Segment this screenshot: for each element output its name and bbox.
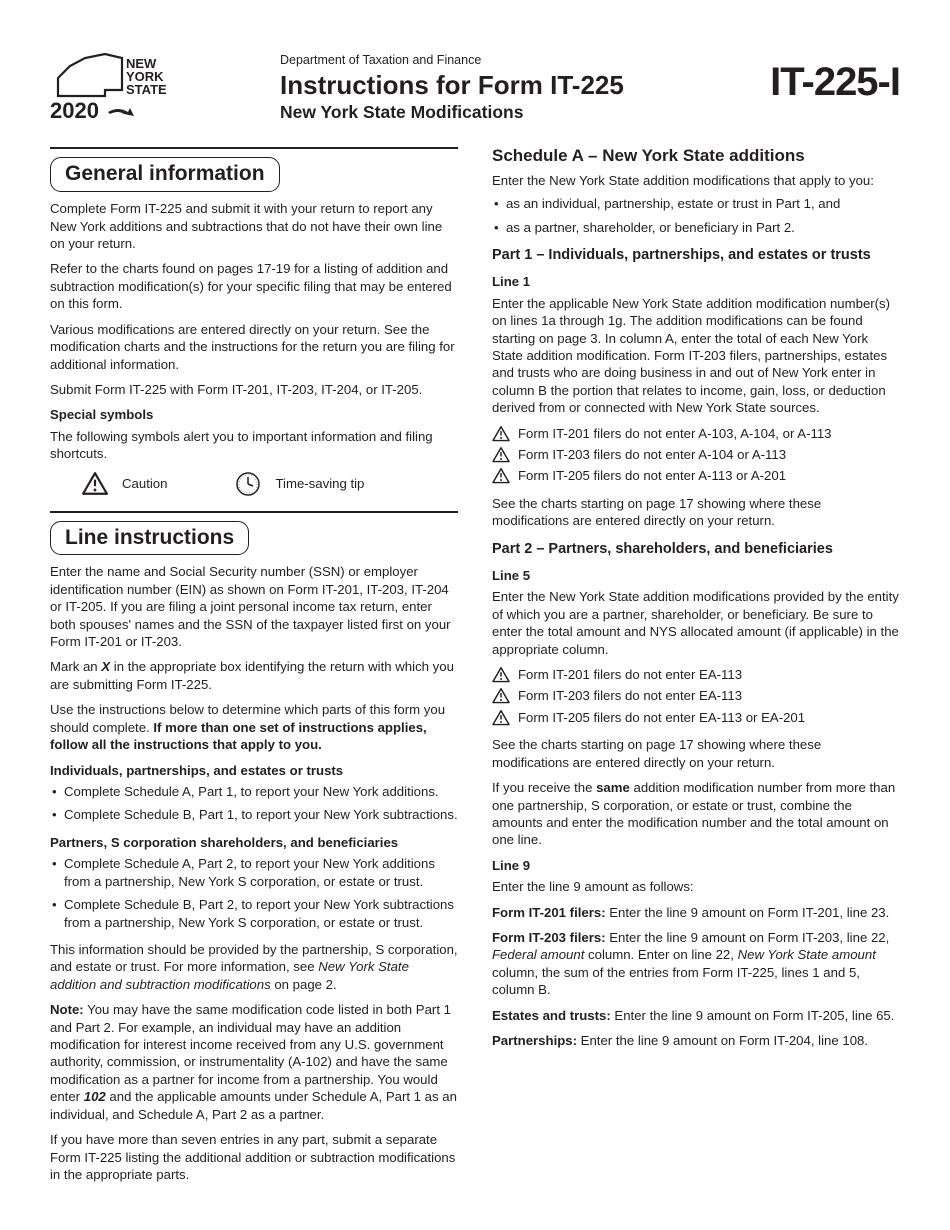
divider [50,511,458,513]
page-header: NEW YORK STATE 2020 Department of Taxati… [50,48,900,127]
body-text: Enter the applicable New York State addi… [492,295,900,417]
caution-icon [492,667,510,683]
list-item: Complete Schedule B, Part 2, to report y… [52,896,458,931]
caution-item: Form IT-201 filers do not enter A-103, A… [492,425,900,442]
symbol-legend: Caution Time-saving tip [82,471,458,497]
department-line: Department of Taxation and Finance [280,52,770,69]
svg-text:2020: 2020 [50,98,99,123]
bullet-list: as an individual, partnership, estate or… [492,195,900,236]
bullet-list: Complete Schedule A, Part 2, to report y… [50,855,458,931]
body-text: See the charts starting on page 17 showi… [492,495,900,530]
part-heading: Part 2 – Partners, shareholders, and ben… [492,540,900,559]
divider [50,147,458,149]
body-text: Enter the line 9 amount as follows: [492,878,900,895]
body-text: Enter the name and Social Security numbe… [50,563,458,650]
body-text: Mark an X in the appropriate box identif… [50,658,458,693]
caution-icon [492,710,510,726]
caution-text: Form IT-201 filers do not enter EA-113 [518,666,900,683]
body-text: This information should be provided by t… [50,941,458,993]
body-text: The following symbols alert you to impor… [50,428,458,463]
caution-item: Form IT-203 filers do not enter EA-113 [492,687,900,704]
list-item: as an individual, partnership, estate or… [494,195,900,212]
subheading: Individuals, partnerships, and estates o… [50,762,458,779]
symbol-label: Caution [122,475,167,492]
right-column: Schedule A – New York State additions En… [492,145,900,1191]
body-text: Estates and trusts: Enter the line 9 amo… [492,1007,900,1024]
body-text: Enter the New York State addition modifi… [492,172,900,189]
note-text: Note: You may have the same modification… [50,1001,458,1123]
caution-item: Form IT-201 filers do not enter EA-113 [492,666,900,683]
nys-logo: NEW YORK STATE 2020 [50,48,180,127]
main-title: Instructions for Form IT-225 [280,71,770,100]
section-heading-line-instructions: Line instructions [50,521,249,556]
body-text: Enter the New York State addition modifi… [492,588,900,658]
caution-icon [492,426,510,442]
caution-item: Form IT-205 filers do not enter EA-113 o… [492,709,900,726]
subtitle: New York State Modifications [280,101,770,124]
left-column: General information Complete Form IT-225… [50,145,458,1191]
caution-text: Form IT-203 filers do not enter A-104 or… [518,446,900,463]
svg-text:STATE: STATE [126,82,167,97]
title-block: Department of Taxation and Finance Instr… [180,48,770,124]
body-text: Refer to the charts found on pages 17-19… [50,260,458,312]
caution-item: Form IT-203 filers do not enter A-104 or… [492,446,900,463]
clock-icon [235,471,261,497]
schedule-heading: Schedule A – New York State additions [492,145,900,167]
bullet-list: Complete Schedule A, Part 1, to report y… [50,783,458,824]
line-heading: Line 1 [492,273,900,290]
caution-icon [492,468,510,484]
line-heading: Line 9 [492,857,900,874]
body-text: Form IT-203 filers: Enter the line 9 amo… [492,929,900,999]
section-heading-general: General information [50,157,280,192]
nys-state-outline-icon: NEW YORK STATE 2020 [50,48,170,123]
form-code: IT-225-I [770,48,900,109]
body-text: Partnerships: Enter the line 9 amount on… [492,1032,900,1049]
list-item: Complete Schedule A, Part 2, to report y… [52,855,458,890]
symbol-label: Time-saving tip [275,475,364,492]
body-text: If you receive the same addition modific… [492,779,900,849]
caution-icon [492,688,510,704]
caution-text: Form IT-203 filers do not enter EA-113 [518,687,900,704]
list-item: as a partner, shareholder, or beneficiar… [494,219,900,236]
body-text: Form IT-201 filers: Enter the line 9 amo… [492,904,900,921]
caution-icon [82,472,108,496]
body-text: Complete Form IT-225 and submit it with … [50,200,458,252]
subheading: Partners, S corporation shareholders, an… [50,834,458,851]
line-heading: Line 5 [492,567,900,584]
body-text: If you have more than seven entries in a… [50,1131,458,1183]
body-text: See the charts starting on page 17 showi… [492,736,900,771]
caution-icon [492,447,510,463]
caution-text: Form IT-201 filers do not enter A-103, A… [518,425,900,442]
caution-item: Form IT-205 filers do not enter A-113 or… [492,467,900,484]
subheading-special-symbols: Special symbols [50,406,458,423]
list-item: Complete Schedule B, Part 1, to report y… [52,806,458,823]
body-text: Various modifications are entered direct… [50,321,458,373]
part-heading: Part 1 – Individuals, partnerships, and … [492,246,900,265]
body-text: Submit Form IT-225 with Form IT-201, IT-… [50,381,458,398]
caution-text: Form IT-205 filers do not enter A-113 or… [518,467,900,484]
body-text: Use the instructions below to determine … [50,701,458,753]
caution-text: Form IT-205 filers do not enter EA-113 o… [518,709,900,726]
list-item: Complete Schedule A, Part 1, to report y… [52,783,458,800]
